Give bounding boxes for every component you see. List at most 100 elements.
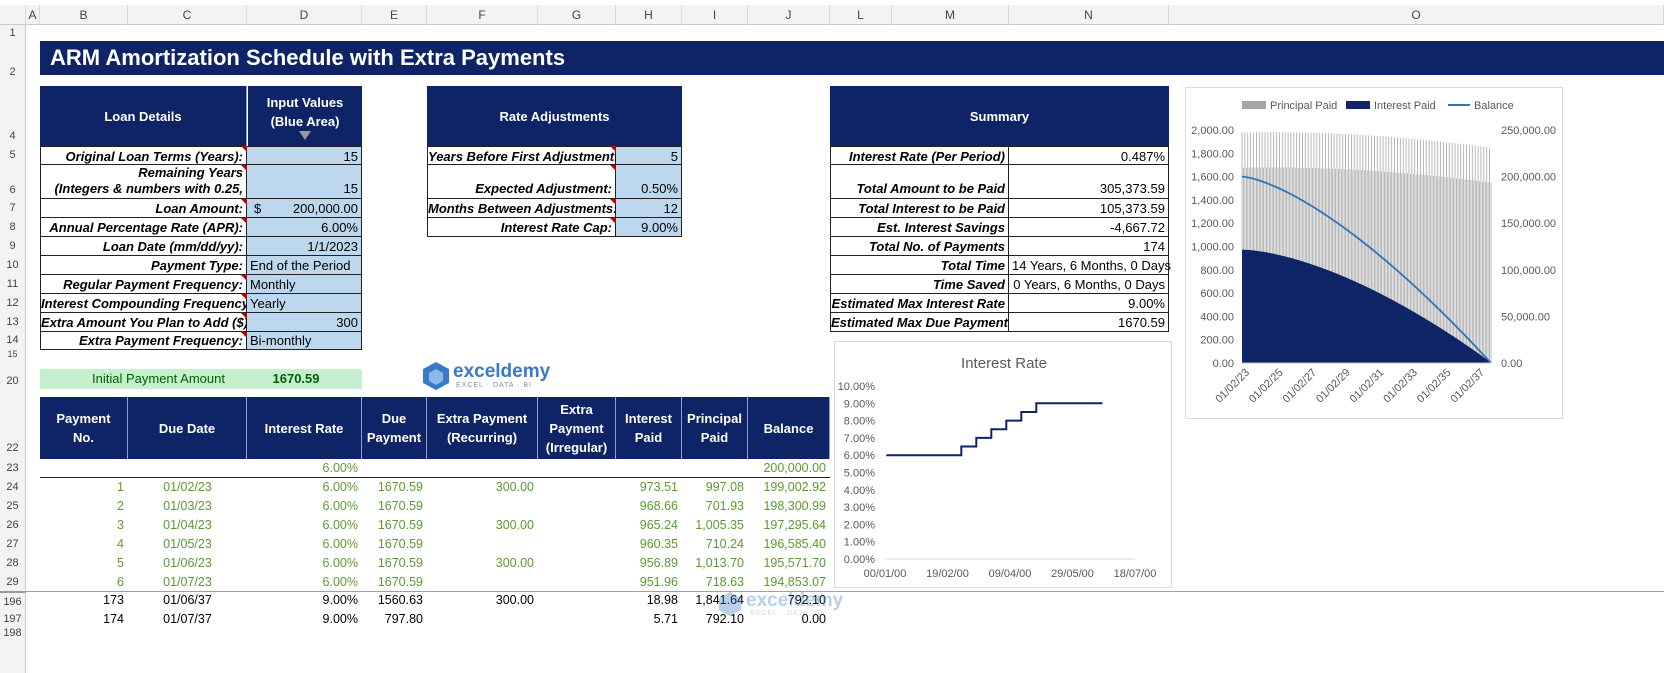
schedule-row-4-due[interactable]: 1670.59 — [377, 537, 423, 551]
schedule-row-4-balance[interactable]: 196,585.40 — [763, 537, 826, 551]
comment-indicator-icon[interactable] — [610, 146, 616, 152]
months-between-adjustments-input[interactable]: 12 — [616, 199, 682, 218]
row-header-1[interactable]: 1 — [0, 25, 26, 41]
col-header-h[interactable]: H — [616, 5, 682, 25]
schedule-end-row-2-balance[interactable]: 0.00 — [801, 612, 826, 626]
col-header-e[interactable]: E — [362, 5, 427, 25]
schedule-row-6-principal[interactable]: 718.63 — [705, 575, 744, 589]
schedule-row-5-principal[interactable]: 1,013.70 — [695, 556, 744, 570]
schedule-end-row-1-principal[interactable]: 1,841.64 — [682, 591, 748, 610]
schedule-row-5-date[interactable]: 01/06/23 — [163, 556, 212, 570]
schedule-end-row-2-date[interactable]: 01/07/37 — [163, 612, 212, 626]
schedule-row-5-rate[interactable]: 6.00% — [322, 556, 358, 570]
schedule-row-3-date[interactable]: 01/04/23 — [163, 518, 212, 532]
loan-remaining-years-input[interactable]: 15 — [247, 165, 362, 199]
schedule-row-5-due[interactable]: 1670.59 — [377, 556, 423, 570]
col-header-o[interactable]: O — [1169, 5, 1664, 25]
col-header-c[interactable]: C — [128, 5, 247, 25]
schedule-end-row-1-balance[interactable]: 792.10 — [787, 593, 826, 607]
schedule-row-4-rate[interactable]: 6.00% — [322, 537, 358, 551]
comment-indicator-icon[interactable] — [241, 313, 247, 319]
schedule-start-row-rate[interactable]: 6.00% — [322, 461, 358, 475]
schedule-end-row-1-irr[interactable] — [538, 591, 616, 610]
row-header-25[interactable]: 25 — [0, 497, 26, 516]
schedule-end-row-2-extra[interactable] — [427, 610, 538, 629]
col-header-n[interactable]: N — [1009, 5, 1169, 25]
schedule-row-2-due[interactable]: 1670.59 — [377, 499, 423, 513]
schedule-row-1-due[interactable]: 1670.59 — [377, 480, 423, 494]
schedule-row-4-extra[interactable] — [427, 535, 538, 554]
row-header-29[interactable]: 29 — [0, 573, 26, 591]
schedule-row-2-balance[interactable]: 198,300.99 — [763, 499, 826, 513]
loan-apr-input[interactable]: 6.00% — [247, 218, 362, 237]
comment-indicator-icon[interactable] — [241, 275, 247, 281]
row-header-26[interactable]: 26 — [0, 516, 26, 535]
schedule-end-row-1-interest[interactable]: 18.98 — [646, 593, 678, 607]
comment-indicator-icon[interactable] — [610, 199, 616, 205]
col-header-g[interactable]: G — [538, 5, 616, 25]
row-header-7[interactable]: 7 — [0, 199, 26, 218]
schedule-end-row-2-principal[interactable]: 792.10 — [705, 612, 744, 626]
row-header-5[interactable]: 5 — [0, 146, 26, 165]
schedule-row-2-principal[interactable]: 701.93 — [705, 499, 744, 513]
schedule-row-4-date[interactable]: 01/05/23 — [163, 537, 212, 551]
comment-indicator-icon[interactable] — [241, 165, 247, 171]
schedule-end-row-2-due[interactable]: 797.80 — [384, 612, 423, 626]
row-header-11[interactable]: 11 — [0, 275, 26, 294]
schedule-row-1-irr[interactable] — [538, 478, 616, 497]
schedule-row-3-rate[interactable]: 6.00% — [322, 518, 358, 532]
schedule-row-3-no[interactable]: 3 — [117, 518, 124, 532]
schedule-row-1-interest[interactable]: 973.51 — [639, 480, 678, 494]
row-header-22[interactable]: 22 — [0, 393, 26, 459]
schedule-row-4-principal[interactable]: 710.24 — [705, 537, 744, 551]
schedule-row-2-date[interactable]: 01/03/23 — [163, 499, 212, 513]
row-header-28[interactable]: 28 — [0, 554, 26, 573]
expected-adjustment-input[interactable]: 0.50% — [616, 165, 682, 199]
comment-indicator-icon[interactable] — [241, 218, 247, 224]
row-header-9[interactable]: 9 — [0, 237, 26, 256]
schedule-end-row-2-no[interactable]: 174 — [103, 612, 124, 626]
amortization-chart[interactable]: Principal Paid Interest Paid Balance 0.00 20… — [1185, 87, 1563, 419]
schedule-row-6-irr[interactable] — [538, 573, 616, 592]
schedule-row-1-principal[interactable]: 997.08 — [705, 480, 744, 494]
col-header-m[interactable]: M — [892, 5, 1009, 25]
row-header-27[interactable]: 27 — [0, 535, 26, 554]
schedule-row-4-irr[interactable] — [538, 535, 616, 554]
schedule-row-5-extra[interactable]: 300.00 — [495, 556, 534, 570]
schedule-row-2-extra[interactable] — [427, 497, 538, 516]
row-header-10[interactable]: 10 — [0, 256, 26, 275]
loan-original-terms-input[interactable]: 15 — [247, 146, 362, 165]
schedule-row-3-irr[interactable] — [538, 516, 616, 535]
row-header-2[interactable]: 2 — [0, 41, 26, 86]
schedule-start-row-balance[interactable]: 200,000.00 — [763, 461, 826, 475]
select-all-corner[interactable] — [0, 5, 26, 25]
schedule-row-3-extra[interactable]: 300.00 — [495, 518, 534, 532]
col-header-f[interactable]: F — [427, 5, 538, 25]
schedule-row-6-extra[interactable] — [427, 573, 538, 592]
payment-type-select[interactable]: End of the Period — [247, 256, 362, 275]
row-header-14[interactable]: 14 — [0, 332, 26, 349]
row-header-24[interactable]: 24 — [0, 478, 26, 497]
schedule-end-row-1-rate[interactable]: 9.00% — [322, 593, 358, 607]
col-header-l[interactable]: L — [830, 5, 892, 25]
schedule-row-4-interest[interactable]: 960.35 — [639, 537, 678, 551]
col-header-d[interactable]: D — [247, 5, 362, 25]
comment-indicator-icon[interactable] — [241, 294, 247, 300]
schedule-end-row-1-due[interactable]: 1560.63 — [377, 593, 423, 607]
row-header-23[interactable]: 23 — [0, 459, 26, 478]
schedule-row-5-irr[interactable] — [538, 554, 616, 573]
payment-frequency-select[interactable]: Monthly — [247, 275, 362, 294]
interest-rate-cap-input[interactable]: 9.00% — [616, 218, 682, 237]
schedule-row-2-rate[interactable]: 6.00% — [322, 499, 358, 513]
loan-date-input[interactable]: 1/1/2023 — [247, 237, 362, 256]
years-before-adjustment-input[interactable]: 5 — [616, 146, 682, 165]
schedule-row-3-balance[interactable]: 197,295.64 — [763, 518, 826, 532]
schedule-row-6-no[interactable]: 6 — [117, 575, 124, 589]
extra-amount-input[interactable]: 300 — [247, 313, 362, 332]
comment-indicator-icon[interactable] — [241, 332, 247, 338]
compounding-frequency-select[interactable]: Yearly — [247, 294, 362, 313]
schedule-row-1-balance[interactable]: 199,002.92 — [763, 480, 826, 494]
schedule-row-1-rate[interactable]: 6.00% — [322, 480, 358, 494]
schedule-row-3-interest[interactable]: 965.24 — [639, 518, 678, 532]
schedule-end-row-1-no[interactable]: 173 — [103, 593, 124, 607]
